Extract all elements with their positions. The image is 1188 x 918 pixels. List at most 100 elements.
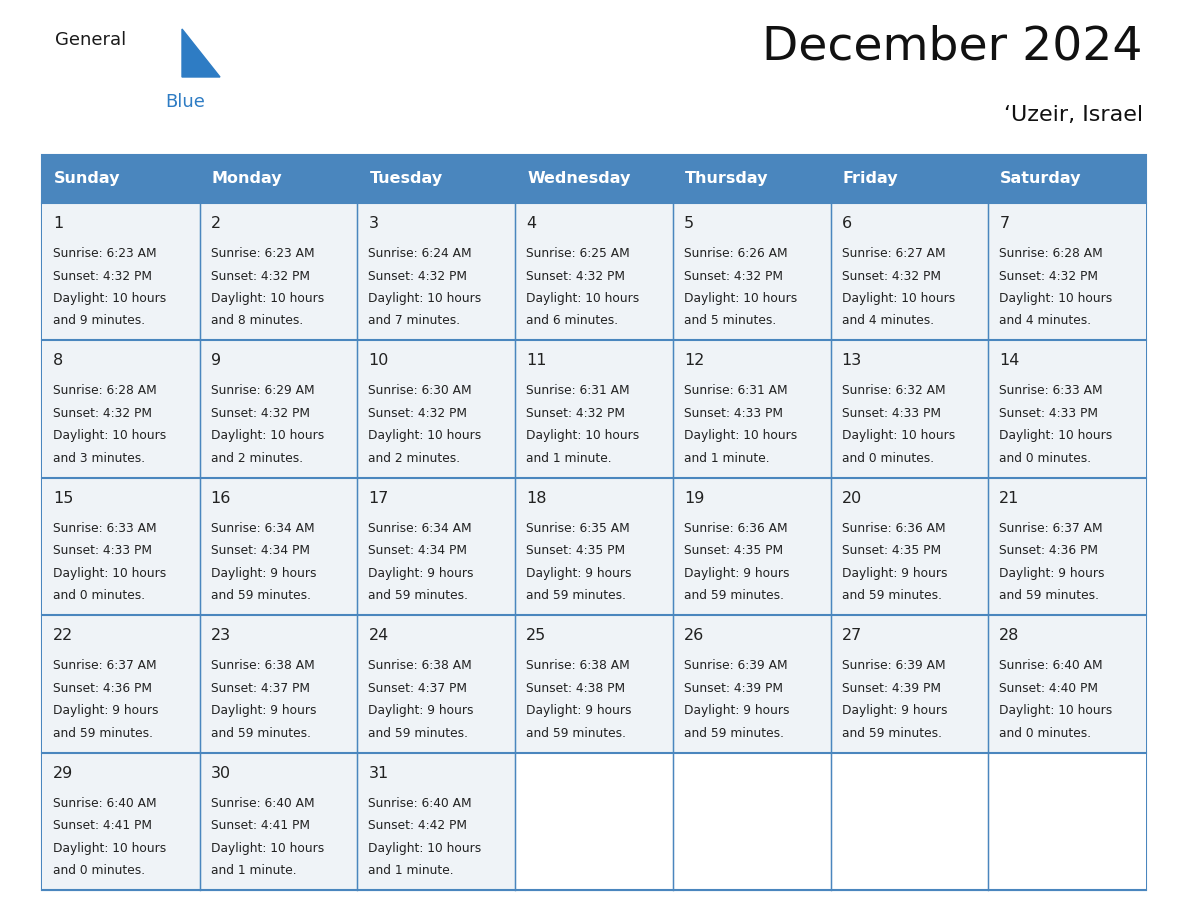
- Text: Daylight: 9 hours: Daylight: 9 hours: [999, 566, 1105, 580]
- Text: Daylight: 10 hours: Daylight: 10 hours: [841, 430, 955, 442]
- Text: Daylight: 10 hours: Daylight: 10 hours: [999, 704, 1112, 717]
- Bar: [200, 753, 358, 890]
- Text: Sunrise: 6:23 AM: Sunrise: 6:23 AM: [53, 247, 157, 260]
- Text: Thursday: Thursday: [684, 172, 769, 186]
- Text: Sunset: 4:35 PM: Sunset: 4:35 PM: [841, 544, 941, 557]
- Text: Sunrise: 6:24 AM: Sunrise: 6:24 AM: [368, 247, 472, 260]
- Text: Sunset: 4:35 PM: Sunset: 4:35 PM: [526, 544, 625, 557]
- Text: 18: 18: [526, 491, 546, 506]
- Bar: [830, 477, 988, 615]
- Text: and 0 minutes.: and 0 minutes.: [53, 864, 145, 877]
- Text: Daylight: 10 hours: Daylight: 10 hours: [526, 430, 639, 442]
- Text: 23: 23: [210, 628, 230, 644]
- Bar: [200, 477, 358, 615]
- Text: Daylight: 10 hours: Daylight: 10 hours: [53, 430, 166, 442]
- Text: Sunset: 4:39 PM: Sunset: 4:39 PM: [841, 682, 941, 695]
- Text: and 0 minutes.: and 0 minutes.: [999, 452, 1092, 465]
- Text: and 59 minutes.: and 59 minutes.: [999, 589, 1099, 602]
- Text: Daylight: 10 hours: Daylight: 10 hours: [53, 842, 166, 855]
- Bar: [988, 477, 1146, 615]
- Text: Sunset: 4:32 PM: Sunset: 4:32 PM: [368, 407, 467, 420]
- Bar: [516, 203, 672, 341]
- Text: 7: 7: [999, 216, 1010, 231]
- Text: 24: 24: [368, 628, 388, 644]
- Text: Sunrise: 6:30 AM: Sunrise: 6:30 AM: [368, 385, 472, 397]
- Text: 5: 5: [684, 216, 694, 231]
- Text: 13: 13: [841, 353, 861, 368]
- Text: Sunrise: 6:23 AM: Sunrise: 6:23 AM: [210, 247, 315, 260]
- Text: Sunset: 4:32 PM: Sunset: 4:32 PM: [53, 407, 152, 420]
- Text: Sunrise: 6:28 AM: Sunrise: 6:28 AM: [999, 247, 1102, 260]
- Text: Sunset: 4:41 PM: Sunset: 4:41 PM: [210, 819, 310, 832]
- Text: Sunset: 4:35 PM: Sunset: 4:35 PM: [684, 544, 783, 557]
- Bar: [672, 615, 830, 753]
- Text: 27: 27: [841, 628, 861, 644]
- Text: 8: 8: [53, 353, 63, 368]
- Text: Daylight: 10 hours: Daylight: 10 hours: [526, 292, 639, 305]
- Text: and 2 minutes.: and 2 minutes.: [210, 452, 303, 465]
- Text: Sunset: 4:32 PM: Sunset: 4:32 PM: [368, 270, 467, 283]
- Bar: [988, 341, 1146, 477]
- Text: Sunset: 4:33 PM: Sunset: 4:33 PM: [53, 544, 152, 557]
- Text: and 0 minutes.: and 0 minutes.: [841, 452, 934, 465]
- Bar: [200, 341, 358, 477]
- Text: 14: 14: [999, 353, 1019, 368]
- Text: and 59 minutes.: and 59 minutes.: [526, 589, 626, 602]
- Bar: [200, 203, 358, 341]
- Bar: [830, 615, 988, 753]
- Text: Sunset: 4:38 PM: Sunset: 4:38 PM: [526, 682, 625, 695]
- Bar: [516, 615, 672, 753]
- Text: Sunrise: 6:40 AM: Sunrise: 6:40 AM: [53, 797, 157, 810]
- Bar: [672, 341, 830, 477]
- Text: 6: 6: [841, 216, 852, 231]
- Text: Sunrise: 6:37 AM: Sunrise: 6:37 AM: [999, 521, 1102, 535]
- Text: Daylight: 9 hours: Daylight: 9 hours: [210, 704, 316, 717]
- Text: Sunset: 4:32 PM: Sunset: 4:32 PM: [210, 407, 310, 420]
- Text: Daylight: 10 hours: Daylight: 10 hours: [368, 292, 481, 305]
- Text: 2: 2: [210, 216, 221, 231]
- Text: Monday: Monday: [211, 172, 283, 186]
- Text: and 3 minutes.: and 3 minutes.: [53, 452, 145, 465]
- Text: and 4 minutes.: and 4 minutes.: [841, 315, 934, 328]
- Text: Daylight: 10 hours: Daylight: 10 hours: [999, 292, 1112, 305]
- Text: Daylight: 10 hours: Daylight: 10 hours: [368, 430, 481, 442]
- Text: and 4 minutes.: and 4 minutes.: [999, 315, 1092, 328]
- Text: 22: 22: [53, 628, 74, 644]
- Text: and 0 minutes.: and 0 minutes.: [999, 727, 1092, 740]
- Text: 9: 9: [210, 353, 221, 368]
- Text: Sunrise: 6:34 AM: Sunrise: 6:34 AM: [368, 521, 472, 535]
- Text: Sunrise: 6:29 AM: Sunrise: 6:29 AM: [210, 385, 315, 397]
- Text: Sunset: 4:39 PM: Sunset: 4:39 PM: [684, 682, 783, 695]
- Text: Daylight: 9 hours: Daylight: 9 hours: [526, 704, 632, 717]
- Text: Sunset: 4:41 PM: Sunset: 4:41 PM: [53, 819, 152, 832]
- Text: Sunrise: 6:25 AM: Sunrise: 6:25 AM: [526, 247, 630, 260]
- Text: Sunrise: 6:35 AM: Sunrise: 6:35 AM: [526, 521, 630, 535]
- Text: Sunrise: 6:38 AM: Sunrise: 6:38 AM: [526, 659, 630, 672]
- Text: Daylight: 9 hours: Daylight: 9 hours: [841, 704, 947, 717]
- Bar: [988, 753, 1146, 890]
- Text: ‘Uzeir, Israel: ‘Uzeir, Israel: [1004, 105, 1143, 125]
- Text: Daylight: 10 hours: Daylight: 10 hours: [53, 292, 166, 305]
- Text: Sunrise: 6:31 AM: Sunrise: 6:31 AM: [526, 385, 630, 397]
- Text: Sunset: 4:32 PM: Sunset: 4:32 PM: [841, 270, 941, 283]
- Bar: [830, 203, 988, 341]
- Bar: [358, 753, 516, 890]
- Text: Sunrise: 6:26 AM: Sunrise: 6:26 AM: [684, 247, 788, 260]
- Text: Sunrise: 6:37 AM: Sunrise: 6:37 AM: [53, 659, 157, 672]
- Text: 21: 21: [999, 491, 1019, 506]
- Text: and 59 minutes.: and 59 minutes.: [684, 727, 784, 740]
- Text: Sunrise: 6:36 AM: Sunrise: 6:36 AM: [841, 521, 946, 535]
- Text: Sunrise: 6:40 AM: Sunrise: 6:40 AM: [368, 797, 472, 810]
- Text: Friday: Friday: [842, 172, 898, 186]
- Text: Daylight: 10 hours: Daylight: 10 hours: [53, 566, 166, 580]
- Bar: [516, 753, 672, 890]
- Bar: [988, 203, 1146, 341]
- Text: and 9 minutes.: and 9 minutes.: [53, 315, 145, 328]
- Text: Sunrise: 6:40 AM: Sunrise: 6:40 AM: [210, 797, 315, 810]
- Bar: [42, 477, 200, 615]
- Text: Sunday: Sunday: [53, 172, 120, 186]
- Text: Daylight: 10 hours: Daylight: 10 hours: [368, 842, 481, 855]
- Text: and 59 minutes.: and 59 minutes.: [53, 727, 153, 740]
- Text: Sunrise: 6:31 AM: Sunrise: 6:31 AM: [684, 385, 788, 397]
- Text: Sunset: 4:32 PM: Sunset: 4:32 PM: [526, 270, 625, 283]
